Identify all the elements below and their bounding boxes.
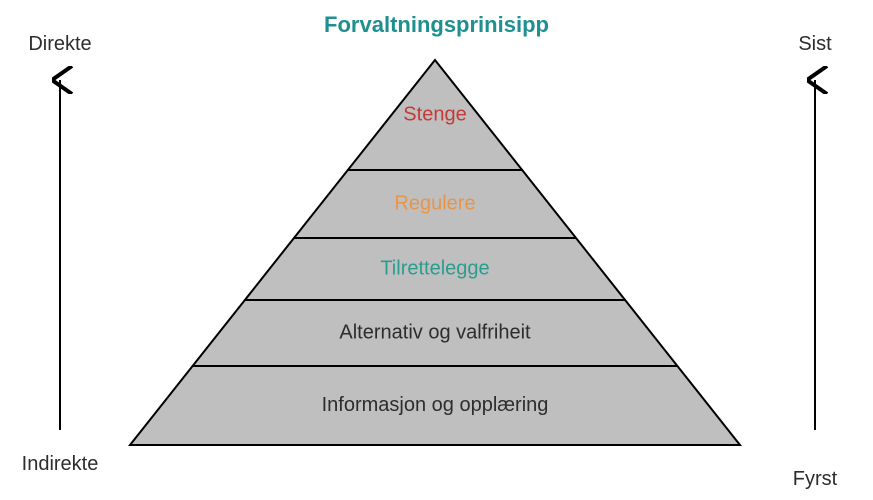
pyramid-diagram: Stenge Regulere Tilrettelegge Alternativ og…	[0, 0, 873, 500]
pyramid-level-label: Alternativ og valfriheit	[339, 321, 531, 343]
pyramid-level-label: Informasjon og opplæring	[322, 394, 549, 416]
axis-left-bottom-label: Indirekte	[22, 453, 99, 475]
pyramid-level-label: Tilrettelegge	[380, 257, 489, 279]
pyramid-level-label: Regulere	[394, 192, 475, 214]
axis-right-top-label: Sist	[798, 33, 832, 55]
pyramid-level-label: Stenge	[403, 103, 466, 125]
axis-left-top-label: Direkte	[28, 33, 91, 55]
diagram-title: Forvaltningsprinisipp	[324, 12, 549, 38]
axis-right-bottom-label: Fyrst	[793, 468, 838, 490]
